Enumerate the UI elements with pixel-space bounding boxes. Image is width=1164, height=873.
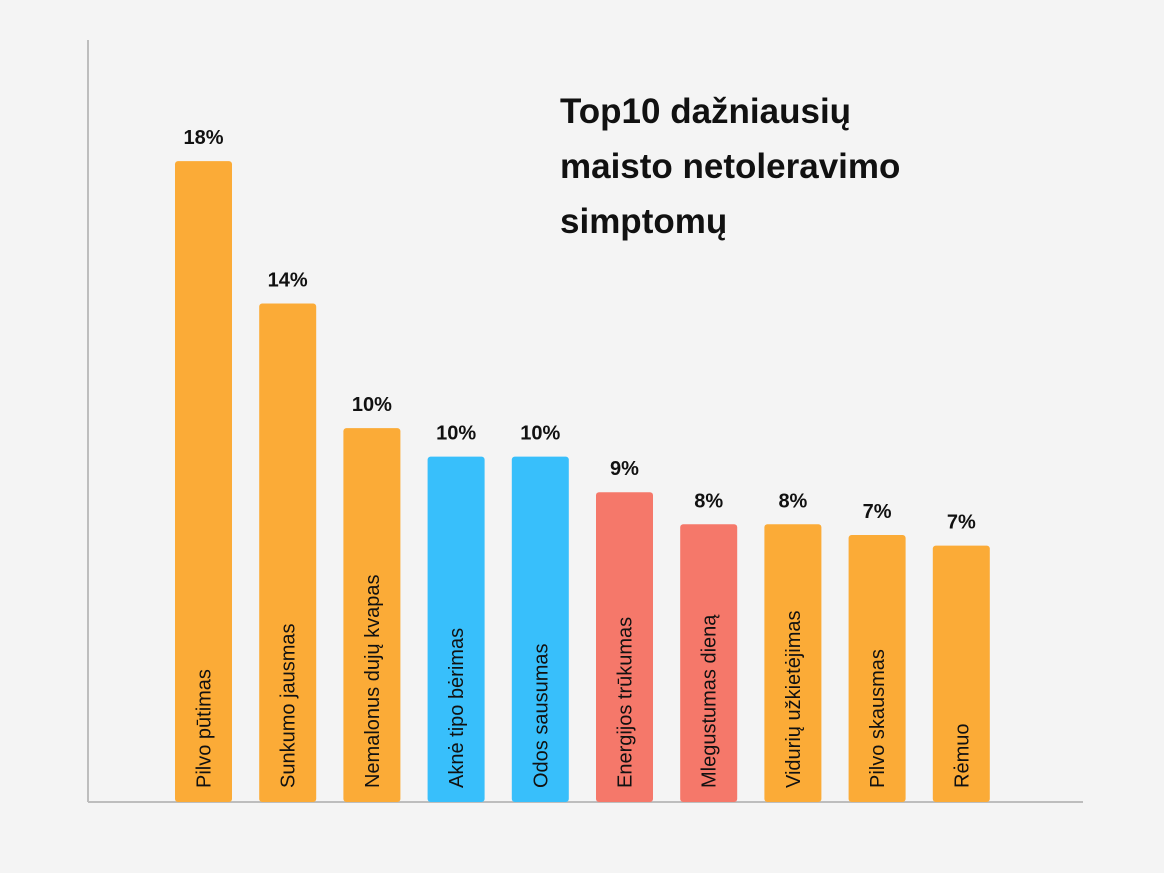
data-label: 10% bbox=[352, 394, 392, 416]
bar bbox=[764, 524, 822, 802]
data-label: 14% bbox=[268, 269, 308, 291]
chart-title-line: Top10 dažniausių bbox=[560, 92, 852, 131]
data-label: 10% bbox=[436, 423, 476, 445]
category-label: Nemalonus dujų kvapas bbox=[362, 575, 384, 788]
chart-title-line: simptomų bbox=[560, 202, 728, 241]
bar bbox=[259, 303, 317, 802]
category-label: Mlegustumas dieną bbox=[699, 614, 721, 788]
bar bbox=[427, 456, 485, 802]
data-label: 8% bbox=[778, 490, 807, 512]
data-label: 7% bbox=[863, 501, 892, 523]
chart-title-line: maisto netoleravimo bbox=[560, 147, 901, 186]
category-label: Aknė tipo bėrimas bbox=[446, 628, 468, 788]
bar bbox=[511, 456, 569, 802]
data-label: 18% bbox=[183, 127, 223, 149]
chart-title: Top10 dažniausių maisto netoleravimo sim… bbox=[560, 84, 900, 249]
data-label: 8% bbox=[694, 490, 723, 512]
bar bbox=[680, 524, 738, 802]
category-label: Energijos trūkumas bbox=[615, 617, 637, 788]
data-label: 10% bbox=[520, 423, 560, 445]
category-label: Vidurių užkietėjimas bbox=[783, 611, 805, 789]
category-label: Pilvo skausmas bbox=[867, 649, 889, 788]
bar bbox=[848, 534, 906, 802]
bar bbox=[596, 492, 653, 802]
bar bbox=[343, 428, 401, 802]
category-label: Rėmuo bbox=[951, 724, 973, 788]
data-label: 9% bbox=[610, 458, 639, 480]
category-label: Odos sausumas bbox=[530, 643, 552, 788]
category-label: Pilvo pūtimas bbox=[194, 669, 216, 788]
category-label: Sunkumo jausmas bbox=[278, 623, 300, 788]
bar bbox=[175, 161, 232, 802]
data-label: 7% bbox=[947, 512, 976, 534]
bar bbox=[932, 545, 990, 802]
